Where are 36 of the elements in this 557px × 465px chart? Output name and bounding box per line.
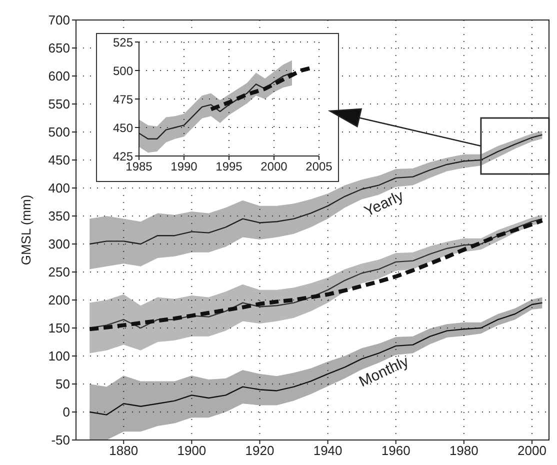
x-tick-label: 1980 (449, 443, 478, 458)
y-tick-label: 0 (62, 404, 70, 420)
x-tick-label: 2000 (260, 160, 288, 174)
y-tick-label: 400 (48, 180, 70, 196)
y-tick-label: 450 (112, 120, 134, 135)
x-tick-label: 1920 (245, 443, 274, 458)
y-tick-label: 250 (48, 264, 70, 280)
y-tick-label: 525 (112, 35, 134, 50)
y-tick-label: 650 (48, 40, 70, 56)
y-tick-label: 500 (112, 64, 134, 78)
x-tick-label: 1995 (216, 160, 243, 174)
y-tick-label: 50 (56, 376, 70, 392)
y-tick-label: 150 (48, 320, 70, 336)
y-tick-label: 100 (48, 348, 70, 364)
x-tick-label: 2005 (306, 160, 333, 174)
line-series (89, 134, 543, 245)
y-tick-label: 500 (48, 124, 70, 140)
x-tick-label: 1880 (109, 443, 138, 458)
y-tick-label: 300 (48, 236, 70, 252)
y-tick-label: 700 (48, 12, 70, 28)
y-tick-label: 200 (48, 292, 70, 308)
y-tick-label: 600 (48, 68, 70, 84)
x-tick-label: 1900 (177, 443, 206, 458)
y-tick-label: 550 (48, 96, 70, 112)
line-series (209, 66, 312, 112)
y-tick-label: -50 (51, 432, 70, 448)
y-tick-label: 475 (112, 92, 134, 106)
x-tick-label: 1990 (170, 160, 198, 174)
y-tick-label: 450 (48, 152, 70, 168)
y-tick-label: 350 (48, 208, 70, 224)
y-axis-title: GMSL (mm) (18, 194, 34, 266)
x-tick-label: 1940 (313, 443, 342, 458)
x-tick-label: 1960 (381, 443, 410, 458)
x-tick-label: 2000 (518, 443, 546, 458)
text: Yearly (362, 187, 407, 220)
line-series (89, 302, 543, 416)
